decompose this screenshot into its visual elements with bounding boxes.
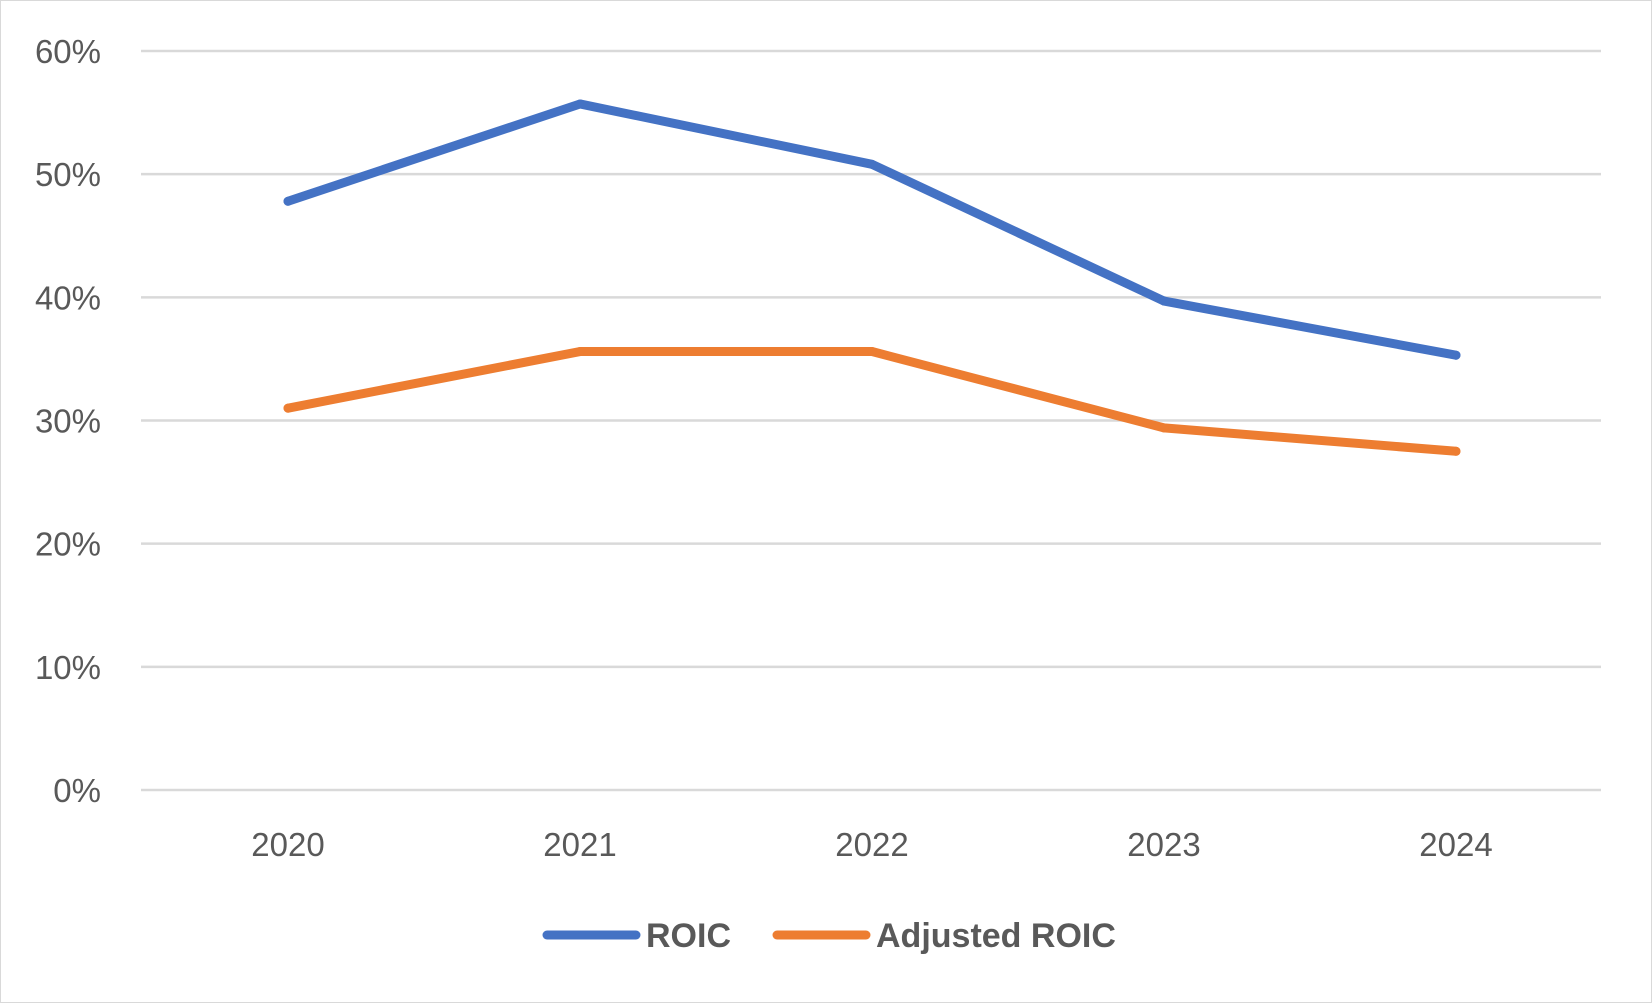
data-point bbox=[867, 159, 877, 169]
legend-item-adjusted-roic: Adjusted ROIC bbox=[772, 917, 1116, 955]
legend: ROIC Adjusted ROIC bbox=[542, 917, 1116, 955]
series-line-roic bbox=[283, 99, 1461, 360]
x-tick-label: 2022 bbox=[835, 826, 908, 863]
y-axis-tick-labels: 0% 10% 20% 30% 40% 50% 60% bbox=[35, 33, 101, 809]
x-tick-label: 2020 bbox=[251, 826, 324, 863]
y-tick-label: 10% bbox=[35, 649, 101, 686]
data-point bbox=[1451, 350, 1461, 360]
legend-label: Adjusted ROIC bbox=[876, 917, 1116, 955]
gridlines bbox=[141, 49, 1601, 792]
x-tick-label: 2024 bbox=[1419, 826, 1492, 863]
data-point bbox=[575, 99, 585, 109]
legend-item-roic: ROIC bbox=[542, 917, 731, 955]
data-point bbox=[575, 347, 585, 357]
series-lines bbox=[283, 99, 1461, 456]
y-tick-label: 60% bbox=[35, 33, 101, 70]
data-point bbox=[1159, 423, 1169, 433]
y-tick-label: 30% bbox=[35, 403, 101, 440]
legend-label: ROIC bbox=[646, 917, 731, 955]
series-line-adjusted-roic bbox=[283, 347, 1461, 456]
data-point bbox=[283, 403, 293, 413]
y-tick-label: 50% bbox=[35, 156, 101, 193]
y-tick-label: 20% bbox=[35, 526, 101, 563]
data-point bbox=[1159, 296, 1169, 306]
data-point bbox=[283, 196, 293, 206]
y-tick-label: 0% bbox=[53, 772, 101, 809]
data-point bbox=[1451, 446, 1461, 456]
data-point bbox=[867, 347, 877, 357]
x-tick-label: 2023 bbox=[1127, 826, 1200, 863]
x-axis-tick-labels: 2020 2021 2022 2023 2024 bbox=[251, 826, 1492, 863]
x-tick-label: 2021 bbox=[543, 826, 616, 863]
y-tick-label: 40% bbox=[35, 279, 101, 316]
